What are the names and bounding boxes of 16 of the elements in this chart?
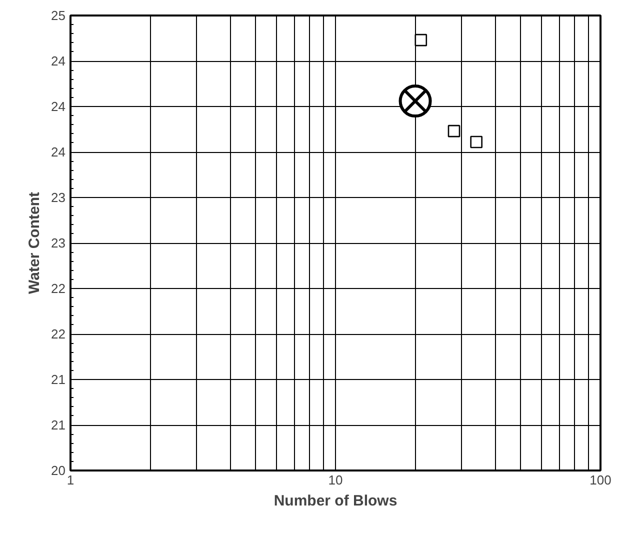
x-axis-title: Number of Blows [274,492,398,510]
y-axis-title: Water Content [26,192,44,294]
y-tick-label: 21 [51,418,66,432]
y-tick-label: 23 [51,236,66,250]
y-tick-label: 21 [51,372,66,387]
x-tick-label: 1 [66,472,74,488]
y-tick-label: 22 [51,281,66,296]
y-tick-label: 22 [51,326,66,342]
y-tick-label: 25 [51,8,66,23]
y-tick-label: 24 [51,54,66,68]
x-tick-label: 10 [328,472,343,488]
x-tick-label: 100 [590,472,612,488]
y-tick-label: 24 [51,144,66,160]
y-tick-label: 24 [51,99,66,114]
y-tick-label: 20 [51,463,66,478]
y-tick-label: 23 [51,190,66,205]
